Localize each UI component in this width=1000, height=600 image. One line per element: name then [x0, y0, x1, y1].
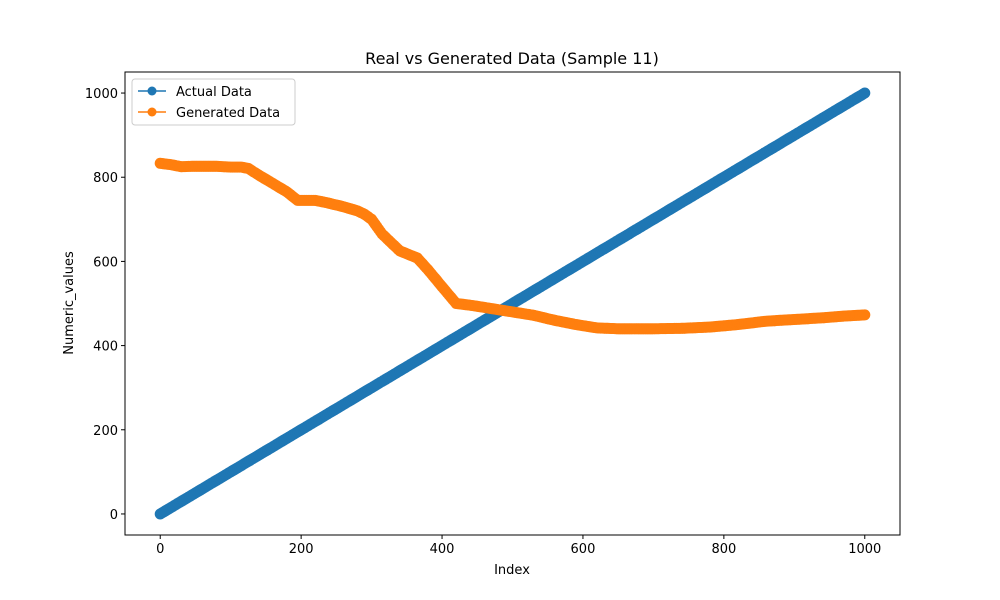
x-tick-label: 800: [711, 542, 736, 557]
legend-box: [131, 78, 296, 126]
legend: Actual Data Generated Data: [131, 78, 296, 126]
data-point: [859, 87, 871, 99]
y-tick-label: 400: [93, 340, 118, 355]
x-tick-label: 600: [571, 542, 596, 557]
y-tick-label: 200: [93, 424, 118, 439]
plot-area-frame: [124, 71, 901, 536]
series-actual-data: [154, 87, 871, 520]
data-point: [859, 309, 871, 321]
y-tick-label: 1000: [85, 87, 118, 102]
legend-label: Generated Data: [176, 106, 280, 121]
legend-marker: [147, 86, 157, 96]
y-tick-label: 800: [93, 171, 118, 186]
x-tick-label: 0: [156, 542, 164, 557]
axis-layer: 0 200 400 600 800 1000 0 200 400 600 800 1000: [85, 87, 881, 557]
series-layer: [154, 87, 871, 520]
legend-marker: [147, 107, 157, 117]
x-tick-label: 200: [289, 542, 314, 557]
y-tick-label: 0: [110, 508, 118, 523]
series-generated-data: [154, 157, 871, 335]
chart-title: Real vs Generated Data (Sample 11): [365, 49, 659, 68]
legend-label: Actual Data: [176, 85, 252, 100]
x-tick-label: 400: [430, 542, 455, 557]
y-axis-label: Numeric_values: [62, 251, 77, 355]
x-tick-label: 1000: [848, 542, 881, 557]
x-axis-label: Index: [494, 563, 530, 578]
y-tick-label: 600: [93, 255, 118, 270]
